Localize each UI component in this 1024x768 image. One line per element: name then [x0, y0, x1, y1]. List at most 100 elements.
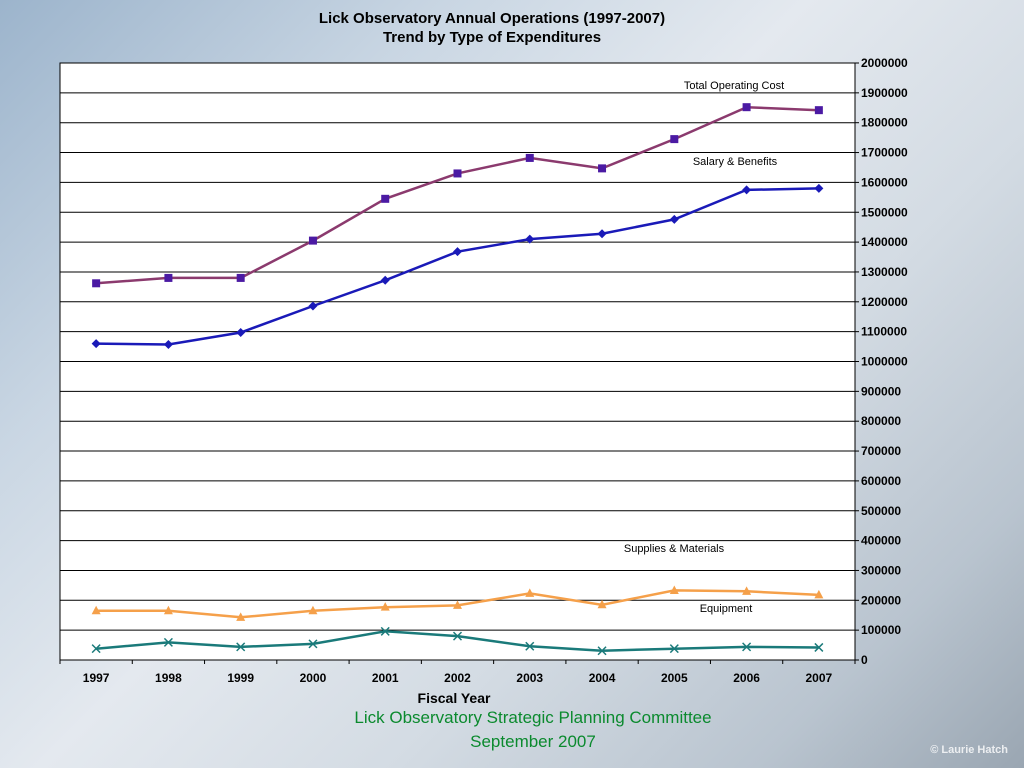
- footer-committee: Lick Observatory Strategic Planning Comm…: [354, 708, 712, 727]
- marker-stroke: [669, 644, 679, 654]
- y-tick-label: 1300000: [861, 265, 908, 279]
- data-point-supplies-materials: [597, 599, 607, 609]
- data-point-supplies-materials: [814, 589, 824, 599]
- x-axis-ticks: 1997 1998 1999 2000 2001 2002 2003 2004 2005 2006…: [59, 660, 856, 685]
- data-point-equipment: [380, 626, 390, 636]
- data-point-salary-benefits: [597, 229, 607, 239]
- y-tick-label: 0: [861, 653, 868, 667]
- marker-stroke: [91, 644, 101, 654]
- series-label-salary-benefits: Salary & Benefits: [693, 156, 778, 168]
- footer-date: September 2007: [470, 732, 596, 751]
- data-point-total-operating-cost: [525, 153, 534, 162]
- marker-stroke: [597, 646, 607, 656]
- x-tick-label: 2003: [516, 671, 543, 685]
- marker-stroke: [236, 642, 246, 652]
- x-tick-label: 2000: [300, 671, 327, 685]
- series-labels: Total Operating Cost Salary & Benefits S…: [624, 80, 784, 615]
- y-tick-label: 500000: [861, 504, 901, 518]
- data-point-equipment: [308, 639, 318, 649]
- y-tick-label: 1000000: [861, 355, 908, 369]
- data-point-salary-benefits: [742, 185, 752, 195]
- y-tick-label: 1200000: [861, 295, 908, 309]
- chart-subtitle: Trend by Type of Expenditures: [382, 29, 602, 46]
- x-tick-label: 2005: [661, 671, 688, 685]
- data-point-supplies-materials: [163, 605, 173, 615]
- y-axis-ticks: 0 100000 200000 300000 400000 500000 600000 700…: [855, 56, 908, 667]
- data-point-salary-benefits: [163, 339, 173, 349]
- gridlines: [60, 92, 855, 631]
- x-tick-label: 1998: [155, 671, 182, 685]
- marker-stroke: [452, 631, 463, 641]
- data-point-supplies-materials: [525, 588, 535, 597]
- y-tick-label: 600000: [861, 474, 901, 488]
- series-label-total-operating-cost: Total Operating Cost: [684, 80, 784, 92]
- data-point-supplies-materials: [742, 586, 752, 595]
- data-point-total-operating-cost: [92, 279, 101, 288]
- data-point-supplies-materials: [669, 585, 679, 594]
- y-tick-label: 1900000: [861, 86, 908, 100]
- data-point-equipment: [91, 644, 101, 654]
- data-point-salary-benefits: [669, 214, 679, 224]
- marker-stroke: [742, 642, 752, 652]
- y-tick-label: 1700000: [861, 146, 908, 160]
- x-axis-label: Fiscal Year: [417, 690, 491, 706]
- data-point-equipment: [163, 637, 173, 647]
- y-tick-label: 400000: [861, 534, 901, 548]
- data-point-total-operating-cost: [164, 273, 173, 282]
- data-point-salary-benefits: [525, 234, 535, 244]
- data-point-equipment: [669, 644, 679, 654]
- data-point-total-operating-cost: [308, 236, 317, 245]
- data-point-salary-benefits: [308, 301, 318, 311]
- marker-stroke: [308, 639, 318, 649]
- y-tick-label: 1800000: [861, 116, 908, 130]
- y-tick-label: 800000: [861, 414, 901, 428]
- x-tick-label: 1999: [227, 671, 254, 685]
- data-point-total-operating-cost: [814, 106, 823, 115]
- data-point-salary-benefits: [91, 339, 101, 349]
- data-point-supplies-materials: [308, 605, 318, 615]
- data-point-total-operating-cost: [236, 273, 245, 282]
- y-tick-label: 1600000: [861, 175, 908, 189]
- data-point-salary-benefits: [453, 247, 462, 257]
- data-point-supplies-materials: [236, 612, 246, 621]
- data-point-supplies-materials: [380, 602, 390, 611]
- series-label-equipment: Equipment: [700, 603, 753, 615]
- y-tick-label: 100000: [861, 623, 901, 637]
- data-point-salary-benefits: [814, 183, 824, 193]
- y-tick-label: 200000: [861, 593, 901, 607]
- data-point-total-operating-cost: [381, 194, 390, 203]
- y-tick-label: 2000000: [861, 56, 908, 70]
- y-tick-label: 1500000: [861, 205, 908, 219]
- data-point-supplies-materials: [453, 600, 462, 609]
- marker-stroke: [380, 626, 390, 636]
- x-tick-label: 2001: [372, 671, 399, 685]
- data-point-total-operating-cost: [453, 169, 462, 178]
- data-point-equipment: [236, 642, 246, 652]
- series-group: [91, 103, 824, 656]
- data-point-salary-benefits: [380, 275, 390, 285]
- data-point-salary-benefits: [236, 328, 246, 338]
- data-point-supplies-materials: [91, 605, 101, 615]
- x-tick-label: 1997: [83, 671, 110, 685]
- y-tick-label: 900000: [861, 384, 901, 398]
- marker-stroke: [525, 641, 535, 651]
- data-point-equipment: [814, 642, 824, 652]
- data-point-total-operating-cost: [742, 103, 751, 112]
- x-tick-label: 2002: [444, 671, 471, 685]
- y-tick-label: 300000: [861, 563, 901, 577]
- y-tick-label: 1400000: [861, 235, 908, 249]
- chart-title: Lick Observatory Annual Operations (1997…: [318, 10, 666, 27]
- data-point-equipment: [452, 631, 463, 641]
- x-tick-label: 2004: [589, 671, 616, 685]
- data-point-total-operating-cost: [598, 164, 607, 173]
- series-label-supplies-materials: Supplies & Materials: [624, 543, 725, 555]
- marker-stroke: [163, 637, 173, 647]
- data-point-equipment: [597, 646, 607, 656]
- photo-credit: © Laurie Hatch: [930, 744, 1008, 756]
- data-point-total-operating-cost: [670, 135, 679, 144]
- y-tick-label: 700000: [861, 444, 901, 458]
- marker-stroke: [814, 642, 824, 652]
- x-tick-label: 2007: [806, 671, 833, 685]
